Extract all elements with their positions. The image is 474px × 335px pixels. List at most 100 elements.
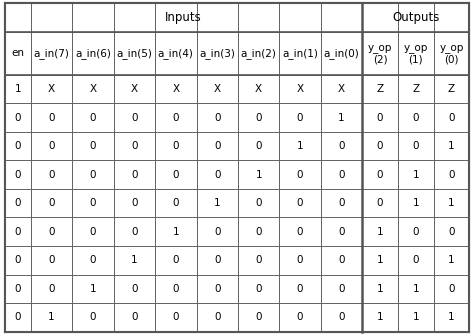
Text: 0: 0 bbox=[131, 141, 137, 151]
Bar bbox=[5, 189, 31, 217]
Text: 0: 0 bbox=[15, 255, 21, 265]
Text: 0: 0 bbox=[173, 312, 179, 322]
Text: 0: 0 bbox=[173, 198, 179, 208]
Text: 0: 0 bbox=[173, 170, 179, 180]
Text: 0: 0 bbox=[255, 113, 262, 123]
Text: 0: 0 bbox=[297, 198, 303, 208]
Text: 1: 1 bbox=[448, 255, 455, 265]
Bar bbox=[398, 160, 434, 189]
Bar bbox=[5, 3, 31, 32]
Text: 0: 0 bbox=[214, 284, 220, 294]
Bar bbox=[321, 275, 362, 303]
Bar bbox=[362, 132, 398, 160]
Bar bbox=[155, 3, 197, 32]
Bar bbox=[114, 132, 155, 160]
Bar bbox=[362, 217, 398, 246]
Bar bbox=[434, 75, 469, 103]
Text: 1: 1 bbox=[377, 312, 383, 322]
Text: 0: 0 bbox=[377, 141, 383, 151]
Text: 0: 0 bbox=[48, 284, 55, 294]
Text: 0: 0 bbox=[173, 255, 179, 265]
Bar bbox=[279, 75, 321, 103]
Bar bbox=[398, 275, 434, 303]
Bar bbox=[238, 246, 279, 275]
Text: 0: 0 bbox=[214, 227, 220, 237]
Bar bbox=[434, 32, 469, 75]
Bar bbox=[434, 3, 469, 32]
Text: a_in(3): a_in(3) bbox=[199, 48, 235, 59]
Bar bbox=[5, 303, 31, 332]
Bar bbox=[434, 132, 469, 160]
Bar bbox=[114, 275, 155, 303]
Bar bbox=[321, 103, 362, 132]
Bar bbox=[31, 160, 72, 189]
Text: 0: 0 bbox=[15, 284, 21, 294]
Bar bbox=[72, 217, 114, 246]
Bar bbox=[238, 103, 279, 132]
Bar bbox=[279, 103, 321, 132]
Bar bbox=[321, 189, 362, 217]
Bar bbox=[321, 246, 362, 275]
Bar bbox=[197, 32, 238, 75]
Bar bbox=[279, 246, 321, 275]
Bar bbox=[197, 103, 238, 132]
Bar bbox=[5, 275, 31, 303]
Text: 0: 0 bbox=[297, 113, 303, 123]
Bar bbox=[5, 160, 31, 189]
Bar bbox=[321, 217, 362, 246]
Bar bbox=[31, 132, 72, 160]
Bar bbox=[72, 32, 114, 75]
Text: 0: 0 bbox=[338, 170, 345, 180]
Text: a_in(5): a_in(5) bbox=[117, 48, 152, 59]
Text: Z: Z bbox=[448, 84, 455, 94]
Bar bbox=[398, 32, 434, 75]
Bar bbox=[279, 275, 321, 303]
Text: 1: 1 bbox=[377, 255, 383, 265]
Text: y_op
(0): y_op (0) bbox=[439, 43, 464, 64]
Bar bbox=[434, 217, 469, 246]
Text: a_in(2): a_in(2) bbox=[241, 48, 277, 59]
Text: 0: 0 bbox=[90, 227, 96, 237]
Bar bbox=[197, 3, 238, 32]
Bar bbox=[197, 132, 238, 160]
Bar bbox=[362, 3, 398, 32]
Text: 0: 0 bbox=[338, 284, 345, 294]
Text: X: X bbox=[214, 84, 221, 94]
Text: 1: 1 bbox=[255, 170, 262, 180]
Bar bbox=[238, 3, 279, 32]
Bar bbox=[238, 32, 279, 75]
Text: 0: 0 bbox=[131, 312, 137, 322]
Text: 0: 0 bbox=[297, 227, 303, 237]
Text: a_in(6): a_in(6) bbox=[75, 48, 111, 59]
Text: 0: 0 bbox=[15, 113, 21, 123]
Bar bbox=[31, 75, 72, 103]
Text: 0: 0 bbox=[255, 284, 262, 294]
Text: Outputs: Outputs bbox=[392, 11, 439, 24]
Text: 0: 0 bbox=[131, 198, 137, 208]
Text: 0: 0 bbox=[15, 312, 21, 322]
Bar bbox=[362, 75, 398, 103]
Bar bbox=[434, 103, 469, 132]
Text: 1: 1 bbox=[214, 198, 220, 208]
Bar bbox=[5, 217, 31, 246]
Text: 0: 0 bbox=[15, 141, 21, 151]
Bar bbox=[155, 303, 197, 332]
Text: 0: 0 bbox=[48, 141, 55, 151]
Bar bbox=[155, 103, 197, 132]
Text: 1: 1 bbox=[377, 227, 383, 237]
Text: 0: 0 bbox=[297, 284, 303, 294]
Text: X: X bbox=[338, 84, 345, 94]
Bar bbox=[321, 3, 362, 32]
Bar bbox=[155, 160, 197, 189]
Text: 0: 0 bbox=[214, 113, 220, 123]
Bar bbox=[155, 32, 197, 75]
Bar bbox=[398, 189, 434, 217]
Text: 1: 1 bbox=[90, 284, 96, 294]
Text: 1: 1 bbox=[173, 227, 179, 237]
Text: 0: 0 bbox=[90, 113, 96, 123]
Bar bbox=[398, 132, 434, 160]
Bar bbox=[31, 189, 72, 217]
Text: a_in(1): a_in(1) bbox=[282, 48, 318, 59]
Bar bbox=[31, 275, 72, 303]
Bar bbox=[238, 275, 279, 303]
